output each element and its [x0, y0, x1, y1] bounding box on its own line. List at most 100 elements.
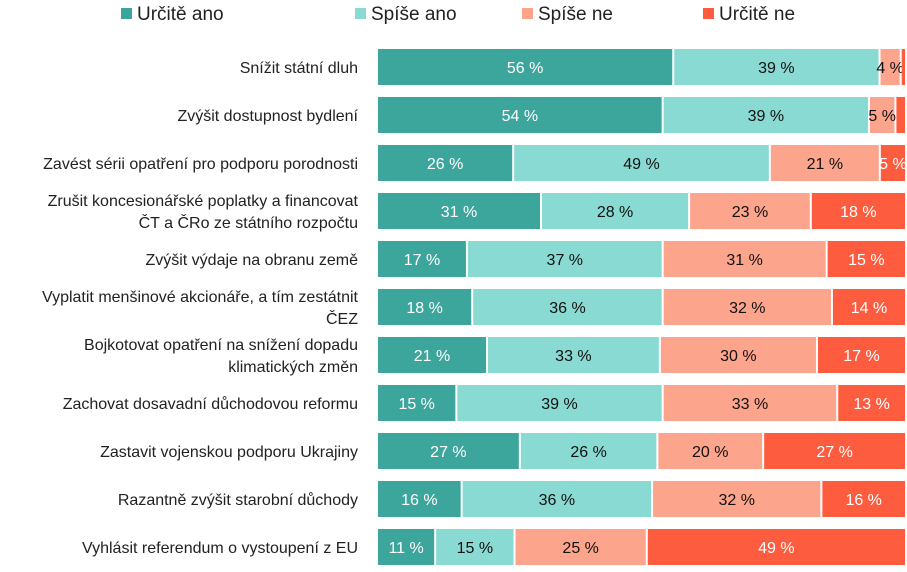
- data-label: 49 %: [758, 540, 794, 557]
- data-label: 36 %: [539, 492, 575, 509]
- category-label: Zastavit vojenskou podporu Ukrajiny: [100, 444, 358, 461]
- bar-segment: [378, 529, 435, 565]
- bar-segment: [515, 529, 646, 565]
- bar-segment: [647, 529, 905, 565]
- data-label: 18 %: [406, 300, 442, 317]
- bar-segment: [880, 49, 900, 85]
- bar-segment: [880, 145, 905, 181]
- bar-segment: [653, 481, 821, 517]
- category-label: Zachovat dosavadní důchodovou reformu: [63, 395, 358, 413]
- data-label: 16 %: [845, 492, 881, 509]
- data-label: 17 %: [843, 348, 879, 365]
- bar-segment: [520, 433, 657, 469]
- data-label: 54 %: [502, 108, 538, 125]
- data-label: 17 %: [404, 252, 440, 269]
- data-label: 30 %: [720, 348, 756, 365]
- category-label: Vyplatit menšinové akcionáře, a tím zest…: [42, 289, 359, 306]
- data-label: 25 %: [562, 540, 598, 557]
- data-label: 21 %: [414, 348, 450, 365]
- category-label: Bojkotovat opatření na snížení dopadu: [84, 337, 358, 354]
- bar-segment: [770, 145, 879, 181]
- data-label: 37 %: [547, 252, 583, 269]
- category-label: Zavést sérii opatření pro podporu porodn…: [43, 156, 358, 173]
- data-label: 15 %: [398, 396, 434, 413]
- bar-segment: [457, 385, 662, 421]
- bar-segment: [378, 49, 673, 85]
- data-label: 32 %: [718, 492, 754, 509]
- bar-segment: [896, 97, 905, 133]
- data-label: 13 %: [853, 396, 889, 413]
- data-label: 5 %: [879, 156, 907, 173]
- bar-segment: [832, 289, 905, 325]
- bar-segment: [378, 193, 540, 229]
- data-label: 15 %: [848, 252, 884, 269]
- legend-swatch: [121, 8, 132, 19]
- category-label: klimatických změn: [228, 359, 358, 376]
- data-label: 11 %: [388, 540, 423, 557]
- bar-segment: [467, 241, 662, 277]
- category-label: Zrušit koncesionářské poplatky a financo…: [48, 193, 359, 210]
- category-label: Zvýšit dostupnost bydlení: [177, 108, 358, 125]
- legend-swatch: [522, 8, 533, 19]
- data-label: 27 %: [816, 444, 852, 461]
- bar-segment: [378, 337, 486, 373]
- bar-segment: [378, 145, 513, 181]
- bar-segment: [378, 433, 519, 469]
- data-label: 16 %: [401, 492, 437, 509]
- data-label: 39 %: [541, 396, 577, 413]
- data-label: 20 %: [692, 444, 728, 461]
- bar-segment: [690, 193, 810, 229]
- data-label: 49 %: [623, 156, 659, 173]
- category-label: ČEZ: [326, 309, 358, 328]
- category-label: Zvýšit výdaje na obranu země: [145, 252, 358, 269]
- data-label: 33 %: [732, 396, 768, 413]
- bar-segment: [663, 97, 868, 133]
- bar-segment: [869, 97, 895, 133]
- bar-segment: [378, 481, 461, 517]
- data-label: 33 %: [555, 348, 591, 365]
- bar-segment: [378, 241, 466, 277]
- data-label: 15 %: [457, 540, 493, 557]
- data-label: 4 %: [876, 60, 904, 77]
- category-label: ČT a ČRo ze státního rozpočtu: [139, 213, 358, 232]
- category-label: Vyhlásit referendum o vystoupení z EU: [82, 540, 358, 557]
- data-label: 31 %: [441, 204, 477, 221]
- data-label: 39 %: [748, 108, 784, 125]
- data-label: 27 %: [430, 444, 466, 461]
- bar-segment: [436, 529, 514, 565]
- bar-segment: [817, 337, 905, 373]
- data-label: 26 %: [570, 444, 606, 461]
- data-label: 23 %: [732, 204, 768, 221]
- category-label: Razantně zvýšit starobní důchody: [118, 491, 358, 509]
- legend-label: Spíše ano: [371, 4, 457, 25]
- legend-label: Určitě ano: [137, 4, 224, 25]
- bar-segment: [378, 97, 662, 133]
- data-label: 18 %: [840, 204, 876, 221]
- data-label: 56 %: [507, 60, 543, 77]
- bar-segment: [764, 433, 905, 469]
- legend-label: Určitě ne: [719, 4, 795, 25]
- bar-segment: [378, 289, 472, 325]
- bar-segment: [473, 289, 662, 325]
- bar-segment: [514, 145, 769, 181]
- data-label: 32 %: [729, 300, 765, 317]
- category-label: Snížit státní dluh: [240, 60, 358, 77]
- bar-segment: [838, 385, 905, 421]
- bar-segment: [663, 385, 837, 421]
- data-label: 39 %: [758, 60, 794, 77]
- data-label: 28 %: [597, 204, 633, 221]
- bar-segment: [663, 241, 826, 277]
- bar-segment: [827, 241, 905, 277]
- data-label: 36 %: [549, 300, 585, 317]
- bar-segment: [674, 49, 879, 85]
- bar-segment: [487, 337, 659, 373]
- bar-segment: [378, 385, 456, 421]
- legend-swatch: [355, 8, 366, 19]
- data-label: 26 %: [427, 156, 463, 173]
- bar-segment: [901, 49, 905, 85]
- legend-label: Spíše ne: [538, 4, 613, 25]
- data-label: 31 %: [726, 252, 762, 269]
- bar-segment: [658, 433, 763, 469]
- legend-swatch: [703, 8, 714, 19]
